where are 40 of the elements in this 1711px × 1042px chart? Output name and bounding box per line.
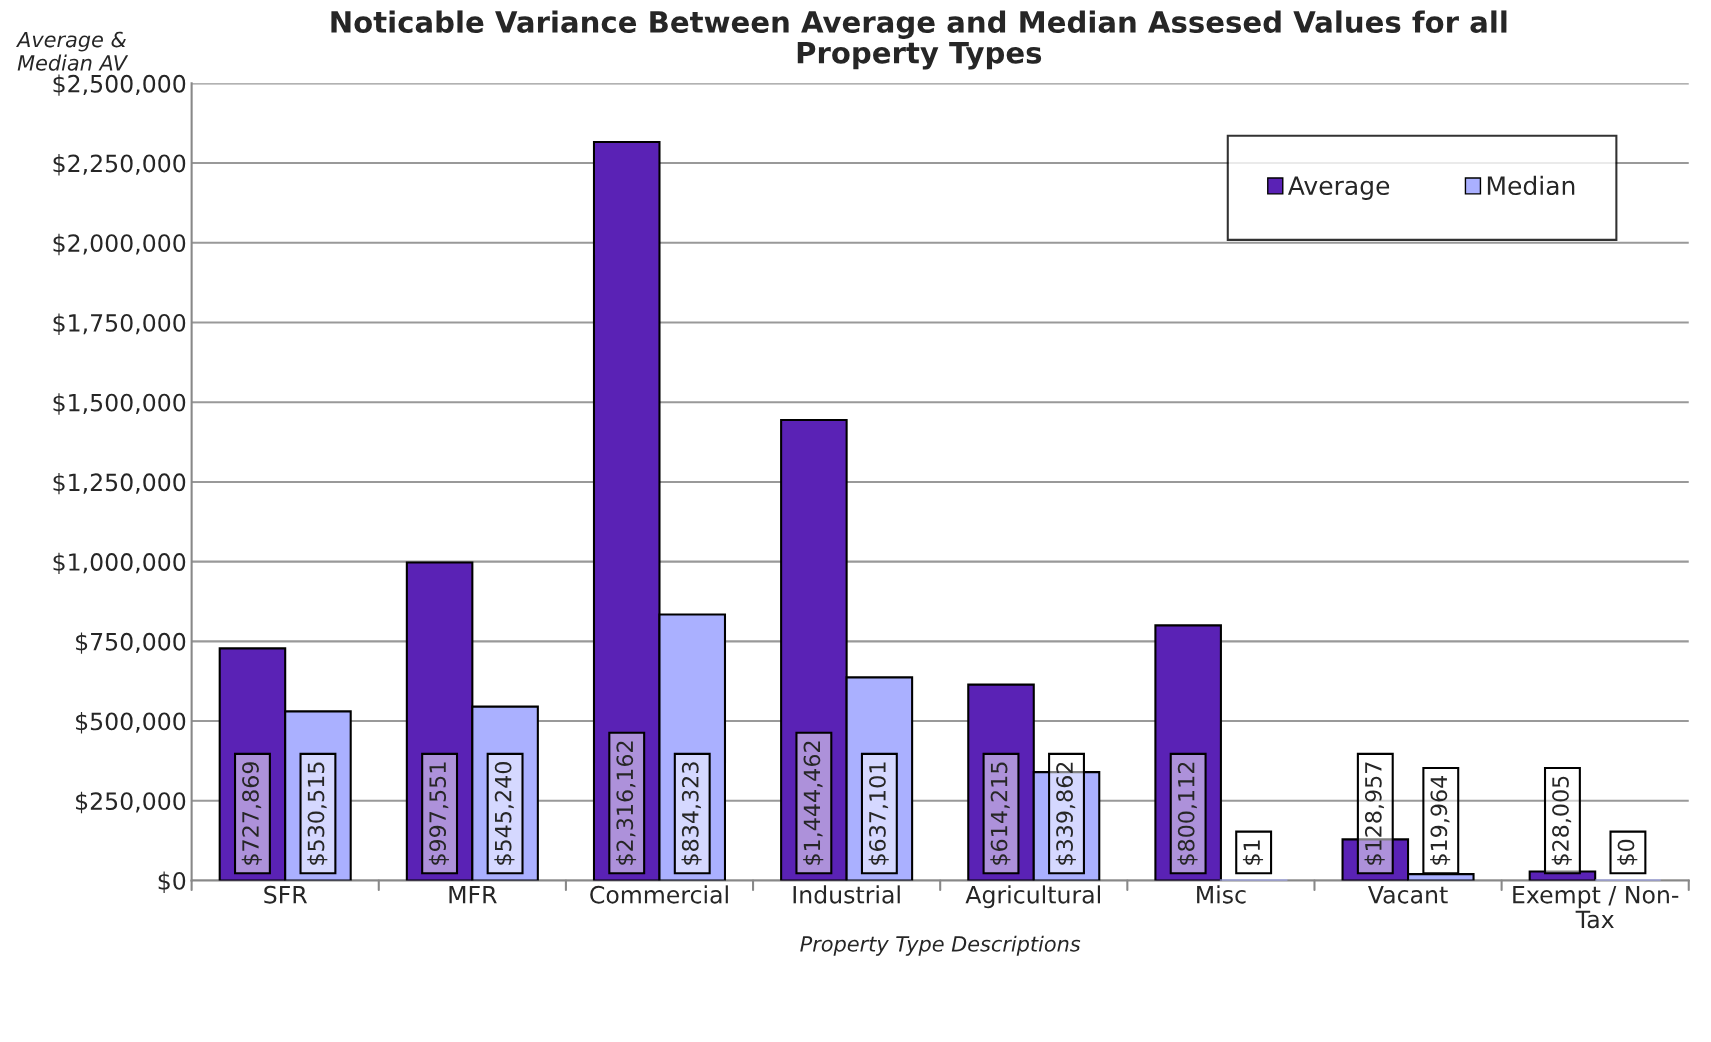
data-label: $128,957	[1364, 762, 1385, 865]
x-tick-label: SFR	[264, 885, 308, 904]
data-label: $0	[1617, 839, 1638, 865]
y-tick-label: $750,000	[76, 632, 186, 654]
data-label: $339,862	[1055, 762, 1076, 865]
data-label: $834,323	[681, 762, 702, 865]
data-label: $19,964	[1430, 775, 1451, 865]
y-tick-label: $2,000,000	[53, 233, 186, 256]
data-label: $1	[1242, 840, 1264, 865]
data-label: $28,005	[1551, 776, 1572, 865]
y-tick-label: $1,000,000	[53, 552, 186, 575]
y-tick-label: $2,500,000	[53, 74, 186, 96]
x-tick-label: Misc	[1197, 885, 1246, 904]
y-tick-label: $1,250,000	[53, 472, 186, 495]
chart-title: Noticable Variance Between Average and Median Assesed Values for all Property Types	[331, 10, 1507, 70]
x-tick-label: Commercial	[590, 885, 728, 904]
x-tick-label: MFR	[449, 886, 497, 904]
y-axis-title: Average & Median AV	[16, 31, 129, 71]
data-label: $530,515	[307, 762, 328, 865]
y-tick-label: $250,000	[76, 791, 186, 814]
x-tick-label: Exempt / Non- Tax	[1513, 886, 1679, 929]
data-label: $800,112	[1177, 762, 1198, 865]
y-tick-label: $1,500,000	[53, 393, 186, 415]
data-label: $545,240	[494, 762, 515, 865]
data-label: $614,215	[990, 762, 1011, 865]
y-tick-label: $0	[158, 871, 186, 893]
y-tick-label: $1,750,000	[53, 313, 186, 335]
legend-label: Median	[1487, 175, 1575, 196]
y-tick-label: $500,000	[76, 712, 186, 734]
x-tick-label: Industrial	[793, 885, 900, 904]
data-label: $997,551	[428, 762, 449, 865]
data-label: $637,101	[868, 762, 889, 865]
x-tick-label: Vacant	[1368, 886, 1448, 904]
data-label: $2,316,162	[615, 741, 637, 865]
data-label: $1,444,462	[803, 741, 824, 865]
legend-label: Average	[1287, 176, 1390, 200]
x-tick-label: Agricultural	[965, 885, 1100, 909]
data-label: $727,869	[241, 762, 262, 865]
y-tick-label: $2,250,000	[53, 154, 186, 176]
x-axis-title: Property Type Descriptions	[800, 935, 1081, 956]
